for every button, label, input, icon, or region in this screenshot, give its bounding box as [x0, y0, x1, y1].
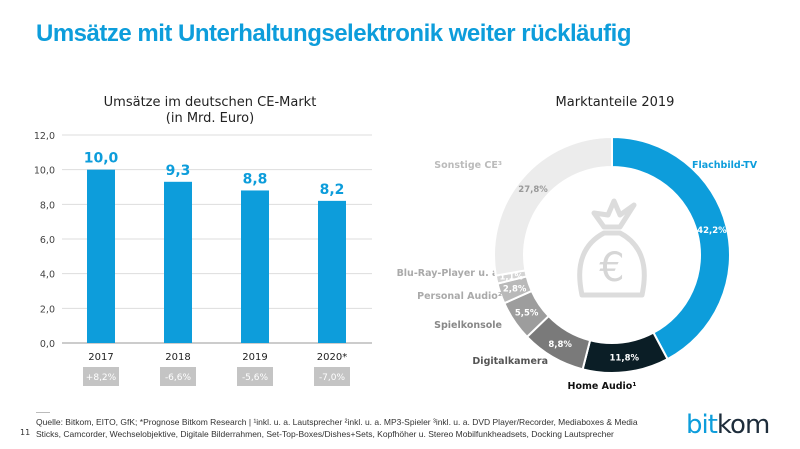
bar-value-label: 10,0: [84, 151, 119, 167]
bar-chart-title-line1: Umsätze im deutschen CE-Markt: [103, 95, 317, 110]
change-box: [237, 367, 273, 386]
change-label: -5,6%: [242, 373, 269, 383]
bar-value-label: 8,8: [243, 171, 268, 187]
bar-chart: 0,0 2,0 4,0 6,0 8,0 10,0 12,0 10,0 2017 +8,2% 9,3 2…: [34, 131, 372, 386]
page-number: 11: [20, 428, 31, 437]
slice-category-label: Flachbild-TV: [692, 160, 758, 171]
slice-category-label: Digitalkamera: [472, 356, 548, 367]
change-label: -6,6%: [165, 373, 192, 383]
x-tick-label: 2017: [88, 352, 113, 363]
page-title: Umsätze mit Unterhaltungselektronik weit…: [36, 20, 631, 47]
bag-top: [591, 198, 637, 230]
slice-category-label: Personal Audio²: [417, 291, 502, 302]
bar-2019: [241, 190, 269, 343]
slice-category-label: Sonstige CE³: [434, 160, 502, 171]
slice-category-label: Blu-Ray-Player u. a.: [397, 268, 502, 279]
y-tick-label: 10,0: [34, 166, 55, 177]
slice-sonstige-ce-: [493, 135, 613, 277]
source-line-1: Quelle: Bitkom, EITO, GfK; *Prognose Bit…: [36, 417, 638, 427]
slice-value-label: 11,8%: [610, 353, 640, 363]
euro-money-bag-icon: [577, 198, 647, 298]
bar-chart-title-line2: (in Mrd. Euro): [165, 111, 255, 126]
change-box: [160, 367, 196, 386]
source-note: Quelle: Bitkom, EITO, GfK; *Prognose Bit…: [36, 416, 638, 440]
bar-chart-title: Umsätze im deutschen CE-Markt (in Mrd. E…: [60, 95, 360, 127]
slice-category-label: Home Audio¹: [568, 381, 637, 392]
slice-value-label: 2,8%: [503, 285, 527, 295]
bar-2017: [87, 169, 115, 343]
euro-sign-icon: €: [599, 245, 624, 291]
slice-value-label: 8,8%: [548, 340, 572, 350]
y-tick-label: 2,0: [40, 304, 55, 315]
bag-body: [577, 230, 647, 298]
y-tick-label: 6,0: [40, 235, 55, 246]
donut-chart: 42,2% Flachbild-TV 11,8% Home Audio¹ 8,8%Dig…: [397, 135, 758, 392]
change-label: -7,0%: [319, 373, 346, 383]
x-tick-label: 2018: [165, 352, 190, 363]
bar-value-label: 9,3: [166, 163, 191, 179]
slice-value-label: 42,2%: [697, 226, 727, 236]
bar-value-label: 8,2: [320, 182, 345, 198]
slice-value-label: 27,8%: [518, 185, 548, 195]
y-tick-label: 8,0: [40, 200, 55, 211]
change-box: [83, 367, 119, 386]
slice-value-label: 1,1%: [499, 273, 523, 283]
x-tick-label: 2019: [242, 352, 267, 363]
slice-flachbild-tv: [611, 135, 731, 361]
footer-divider: [36, 412, 50, 413]
source-line-2: Sticks, Camcorder, Wechselobjektive, Dig…: [36, 429, 614, 439]
change-box: [314, 367, 350, 386]
slice-value-label: 5,5%: [515, 309, 539, 319]
y-tick-label: 12,0: [34, 131, 55, 142]
bitkom-logo: bitkom: [686, 410, 770, 440]
y-tick-label: 0,0: [40, 339, 55, 350]
donut-chart-title: Marktanteile 2019: [555, 95, 675, 110]
bar-2020*: [318, 200, 346, 343]
x-tick-label: 2020*: [317, 352, 347, 363]
y-tick-label: 4,0: [40, 270, 55, 281]
change-label: +8,2%: [86, 373, 117, 383]
slice-category-label: Spielkonsole: [434, 320, 502, 331]
bar-2018: [164, 181, 192, 343]
